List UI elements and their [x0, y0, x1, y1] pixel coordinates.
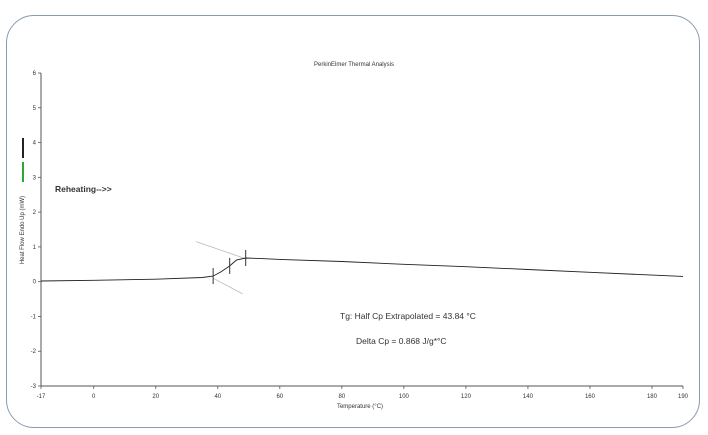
- delta-cp-annotation: Delta Cp = 0.868 J/g*°C: [356, 336, 447, 346]
- reheating-annotation: Reheating-->>: [55, 184, 112, 194]
- y-tick-label: 6: [33, 71, 37, 77]
- y-tick-label: -1: [31, 314, 37, 320]
- x-tick-label: 60: [276, 394, 283, 400]
- chart-frame: [6, 15, 700, 428]
- x-axis-label: Temperature (°C): [337, 404, 383, 410]
- y-tick-label: 4: [33, 141, 37, 147]
- x-tick-label: 0: [92, 394, 96, 400]
- x-tick-label: -17: [37, 394, 46, 400]
- upper-tangent-line: [195, 241, 246, 260]
- x-tick-label: 40: [214, 394, 221, 400]
- lower-tangent-line: [212, 277, 243, 295]
- x-tick-label: 190: [678, 394, 689, 400]
- x-tick-label: 80: [338, 394, 345, 400]
- data-series-line: [40, 257, 684, 282]
- x-tick-label: 20: [152, 394, 159, 400]
- y-tick-label: 3: [33, 175, 37, 181]
- legend-green-swatch: [22, 162, 24, 182]
- tg-annotation: Tg: Half Cp Extrapolated = 43.84 °C: [340, 311, 476, 321]
- y-tick-label: -2: [31, 349, 37, 355]
- y-tick-label: 5: [33, 106, 37, 112]
- chart-title: PerkinElmer Thermal Analysis: [314, 62, 394, 68]
- legend-black-swatch: [22, 138, 24, 158]
- x-tick-label: 100: [399, 394, 410, 400]
- x-tick-label: 120: [461, 394, 472, 400]
- y-axis-label: Heat Flow Endo Up (mW): [20, 196, 26, 264]
- y-tick-label: 0: [33, 280, 37, 286]
- x-tick-label: 160: [585, 394, 596, 400]
- x-tick-label: 180: [647, 394, 658, 400]
- y-tick-label: -3: [31, 384, 37, 390]
- y-tick-label: 1: [33, 245, 37, 251]
- y-tick-label: 2: [33, 210, 37, 216]
- x-tick-label: 140: [523, 394, 534, 400]
